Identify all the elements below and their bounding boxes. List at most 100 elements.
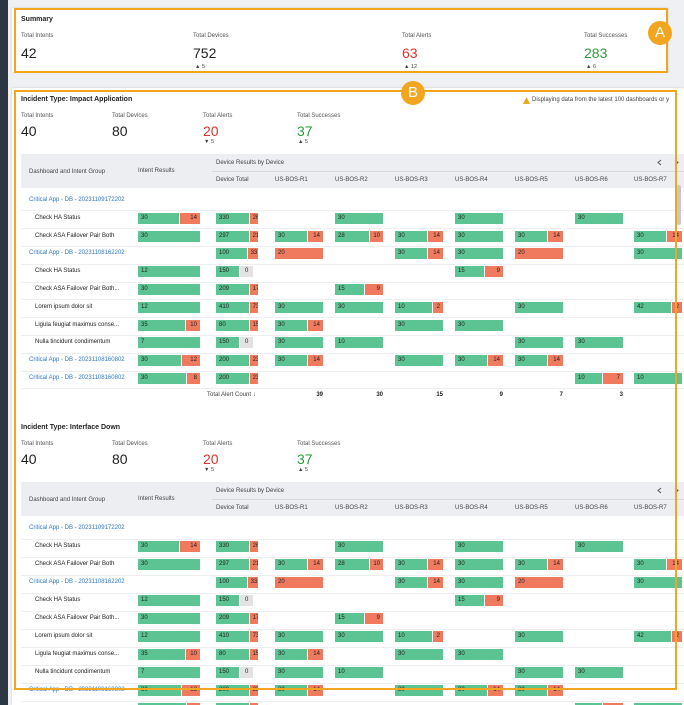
bar-alert: 14 xyxy=(307,649,323,660)
incident-panel: Incident Type: Impact Application Display… xyxy=(12,88,684,705)
bar-success: 30 xyxy=(138,613,200,624)
bar-alert: 21 xyxy=(249,559,258,570)
group-link[interactable]: Critical App - DB - 20231108160802 xyxy=(29,357,125,364)
bar-success: 30 xyxy=(275,230,307,242)
scrollbar xyxy=(677,185,681,225)
bar-alert: 14 xyxy=(427,559,443,570)
bar-alert: 12 xyxy=(182,685,200,696)
group-link[interactable]: Critical App - DB - 20231108162202 xyxy=(29,579,125,585)
summary-card: Summary Total Intents 42 Total Devices 752 ▲ … xyxy=(12,8,668,72)
bar-success: 30 xyxy=(275,649,307,660)
bar-alert: 8 xyxy=(186,703,200,705)
bar-success: 30 xyxy=(515,230,547,242)
bar-alert: 14 xyxy=(547,559,563,570)
intent-name: Check ASA Failover Pair Both... xyxy=(35,615,120,621)
bar-alert: 14 xyxy=(307,355,323,367)
bar-success: 30 xyxy=(455,559,503,570)
bar-success: 30 xyxy=(138,284,200,295)
bar-alert: 14 xyxy=(307,230,323,242)
bar-success: 30 xyxy=(515,337,563,349)
stat-label: Total Intents xyxy=(21,33,54,39)
group-link[interactable]: Critical App - DB - 20231109172202 xyxy=(29,525,125,531)
bar-success: 15 xyxy=(455,595,484,606)
bar-success: 80 xyxy=(216,319,249,331)
row-line xyxy=(21,334,684,336)
row-line xyxy=(21,299,684,301)
bar-success: 30 xyxy=(335,212,383,224)
bar-success: 30 xyxy=(395,319,443,331)
bar-success: 30 xyxy=(138,373,186,384)
bar-success: 30 xyxy=(455,212,503,224)
bar-zero: 0 xyxy=(240,667,253,678)
bar-alert: 2 xyxy=(433,631,443,642)
bar-alert: 2 xyxy=(672,301,682,313)
stat-label: Total Intents xyxy=(21,441,54,447)
bar-alert: 23 xyxy=(249,373,258,384)
stat-value: 37 xyxy=(297,123,313,139)
group-link[interactable]: Critical App - DB - 20231108162202 xyxy=(29,250,125,257)
bar-success: 28 xyxy=(335,230,370,242)
bar-success: 30 xyxy=(395,685,443,696)
intent-name: Lorem ipsum dolor sit xyxy=(35,633,93,639)
bar-alert: 12 xyxy=(182,355,200,367)
bar-success: 30 xyxy=(275,631,323,642)
bar-alert: 26 xyxy=(249,212,258,224)
column-header: US-BOS-R2 xyxy=(335,177,368,183)
callout-badge: B xyxy=(401,81,425,105)
bar-success: 35 xyxy=(138,649,186,660)
stat-delta: ▼ 5 xyxy=(204,139,215,145)
row-line xyxy=(21,388,684,390)
stat-delta: ▲ 6 xyxy=(586,64,597,70)
bar-alert: 21 xyxy=(249,230,258,242)
bar-success: 30 xyxy=(515,355,547,367)
bar-success: 30 xyxy=(515,301,563,313)
intent-header: Intent Results xyxy=(138,496,175,502)
bar-alert: 7 xyxy=(603,703,623,705)
bar-success: 200 xyxy=(216,703,249,705)
stat-delta: ▼ 5 xyxy=(204,467,215,473)
group-link[interactable]: Critical App - DB - 20231109172202 xyxy=(29,197,125,203)
bar-alert: 20 xyxy=(275,577,323,588)
bar-success: 35 xyxy=(138,319,186,331)
bar-success: 30 xyxy=(455,230,503,242)
stat-label: Total Alerts xyxy=(203,113,233,119)
bar-alert: 23 xyxy=(249,685,258,696)
bar-success: 80 xyxy=(216,649,249,660)
bar-alert: 9 xyxy=(485,266,503,278)
bar-success: 30 xyxy=(275,337,323,349)
bar-success: 12 xyxy=(138,595,200,606)
group-link[interactable]: Critical App - DB - 20231108160802 xyxy=(29,375,125,381)
bar-success: 30 xyxy=(138,541,180,552)
bar-success: 30 xyxy=(395,559,427,570)
bar-success: 12 xyxy=(138,301,200,313)
bar-success: 30 xyxy=(395,248,427,260)
bar-success: 30 xyxy=(515,667,563,678)
intent-name: Nulla tincidunt condimentum xyxy=(35,669,111,675)
bar-success: 30 xyxy=(395,355,443,367)
bar-success: 30 xyxy=(455,355,487,367)
bar-success: 10 xyxy=(634,373,682,384)
column-header: US-BOS-R3 xyxy=(395,505,428,511)
bar-alert: 9 xyxy=(365,613,383,624)
bar-alert: 14 xyxy=(547,230,563,242)
row-line xyxy=(21,574,684,576)
bar-success: 30 xyxy=(275,559,307,570)
row-line xyxy=(21,682,684,684)
footer-count: 15 xyxy=(436,391,443,398)
bar-success: 30 xyxy=(138,230,200,242)
intent-name: Nulla tincidunt condimentum xyxy=(35,339,111,346)
bar-success: 10 xyxy=(575,373,603,384)
bar-success: 15 xyxy=(335,613,364,624)
bar-success: 7 xyxy=(138,337,200,349)
bar-success: 30 xyxy=(395,230,427,242)
bar-alert: 23 xyxy=(249,355,258,367)
group-header: Dashboard and Intent Group xyxy=(29,497,106,503)
bar-success: 30 xyxy=(575,337,623,349)
bar-success: 30 xyxy=(455,319,503,331)
stat-value: 20 xyxy=(203,451,219,467)
bar-alert: 14 xyxy=(487,355,503,367)
group-link[interactable]: Critical App - DB - 20231108160802 xyxy=(29,687,125,693)
bar-alert: 23 xyxy=(249,703,258,705)
column-header: US-BOS-R7 xyxy=(634,177,667,183)
